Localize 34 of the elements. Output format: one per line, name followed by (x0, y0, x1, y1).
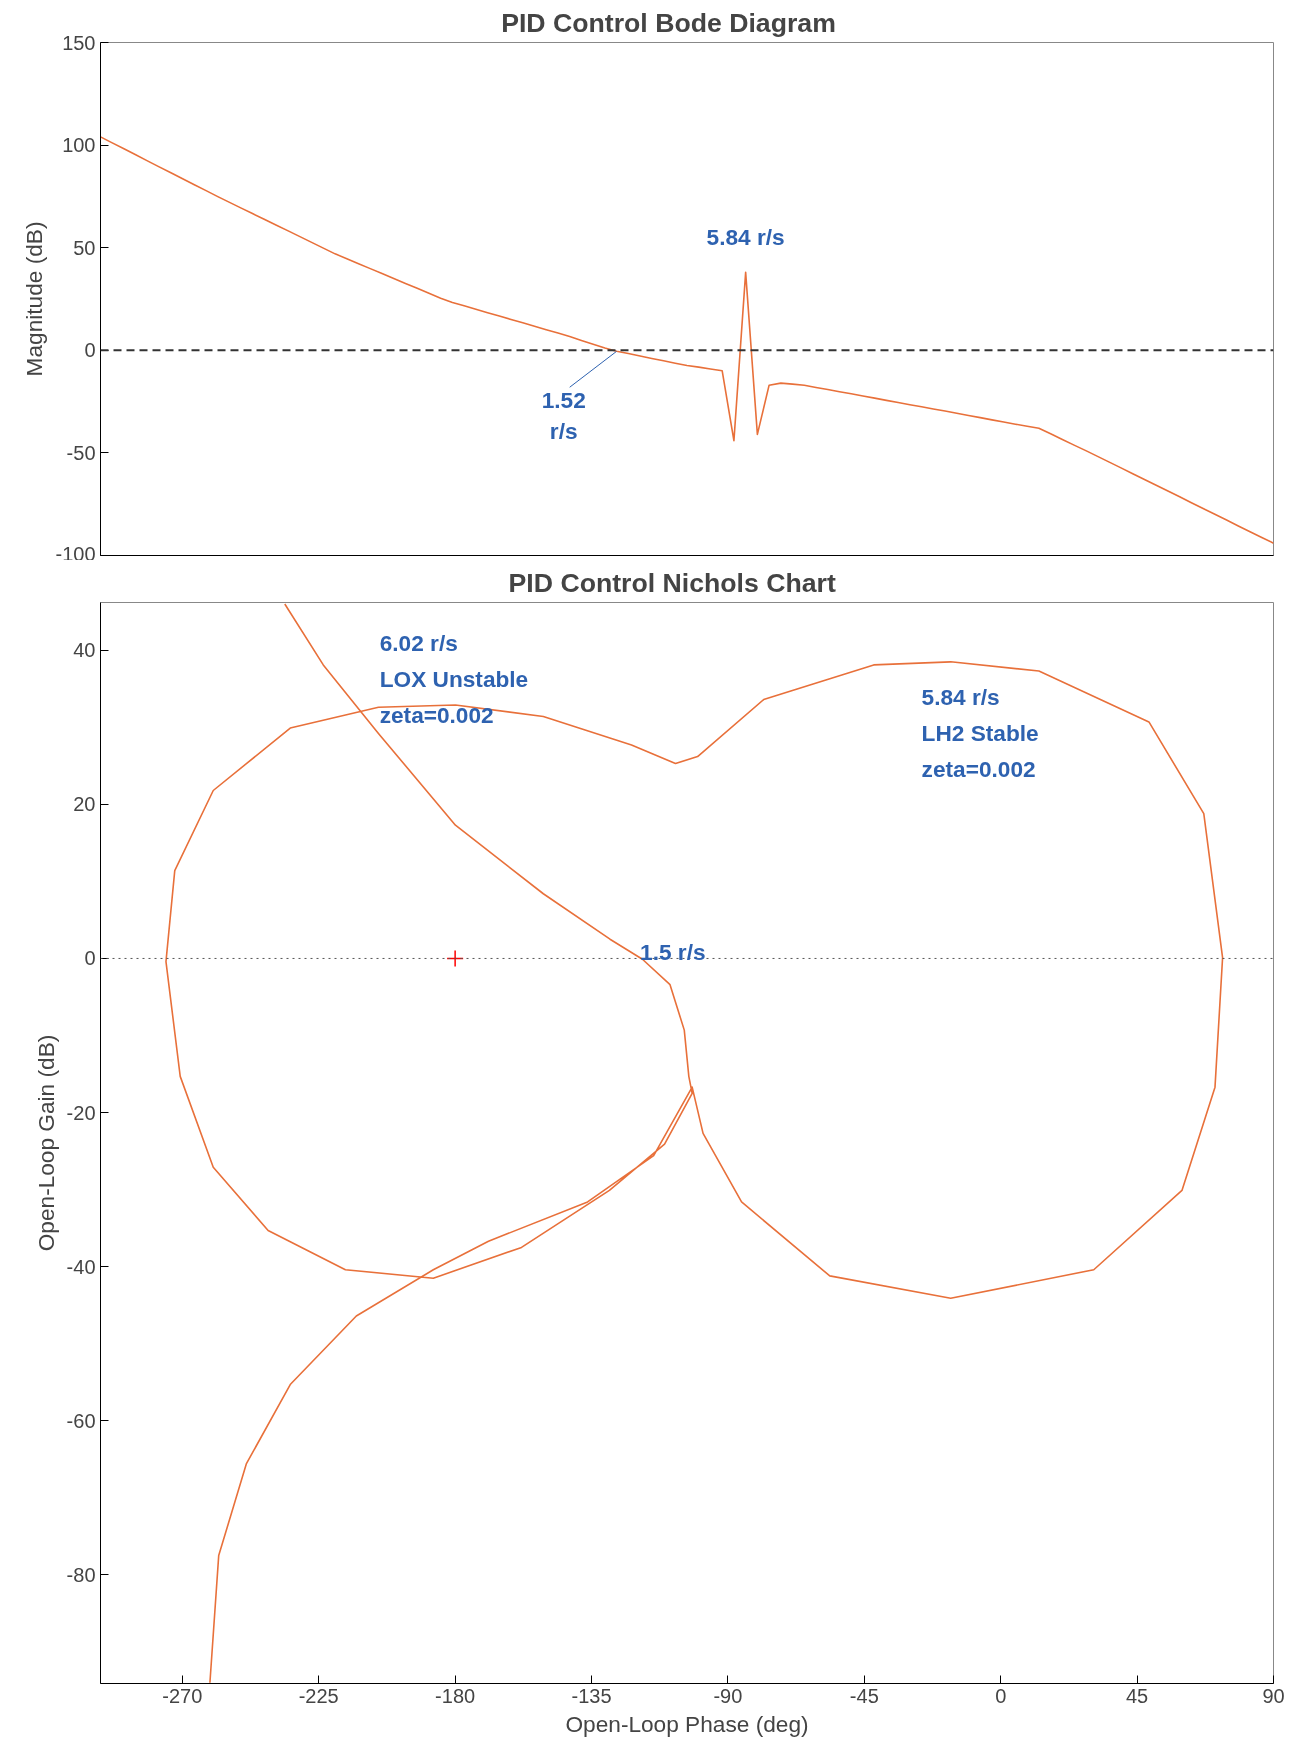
y-tick-label: -60 (66, 1409, 96, 1432)
x-tick-label: -90 (713, 1684, 743, 1707)
x-tick-label: 0 (995, 1684, 1007, 1707)
y-tick-label: 50 (73, 236, 96, 259)
annotation: 6.02 r/s LOX Unstable zeta=0.002 (379, 629, 529, 729)
annotation: 5.84 r/s LH2 Stable zeta=0.002 (921, 683, 1039, 783)
chart-title: PID Control Nichols Chart (508, 567, 836, 598)
x-tick-label: 45 (1125, 1684, 1149, 1707)
x-tick-label: -225 (298, 1684, 339, 1707)
y-tick-label: -20 (66, 1101, 96, 1124)
annotation: 5.84 r/s (706, 224, 785, 251)
y-axis-title: Magnitude (dB) (21, 221, 48, 377)
annotation: 1.52 r/s (541, 387, 586, 445)
y-axis-title: Open-Loop Gain (dB) (32, 1034, 59, 1252)
y-tick-label: 20 (73, 793, 96, 816)
x-tick-label: -135 (571, 1684, 612, 1707)
y-tick-label: 150 (62, 31, 96, 54)
line-series (165, 603, 1224, 1684)
x-tick-label: -45 (849, 1684, 879, 1707)
y-tick-label: 40 (73, 639, 96, 662)
y-tick-label: 0 (84, 947, 96, 970)
y-tick-label: 0 (84, 339, 96, 362)
x-tick-label: 90 (1262, 1684, 1285, 1707)
annotation: 1.5 r/s (640, 938, 706, 965)
y-tick-label: -80 (66, 1563, 96, 1586)
y-tick-label: -40 (66, 1255, 96, 1278)
y-tick-label: -100 (55, 542, 96, 565)
x-tick-label: -270 (162, 1684, 203, 1707)
y-tick-label: -50 (66, 441, 96, 464)
chart-title: PID Control Bode Diagram (501, 7, 836, 38)
y-tick-label: 100 (62, 134, 96, 157)
line-series (100, 136, 1274, 544)
x-tick-label: -180 (435, 1684, 476, 1707)
x-axis-title: Open-Loop Phase (deg) (565, 1710, 809, 1737)
